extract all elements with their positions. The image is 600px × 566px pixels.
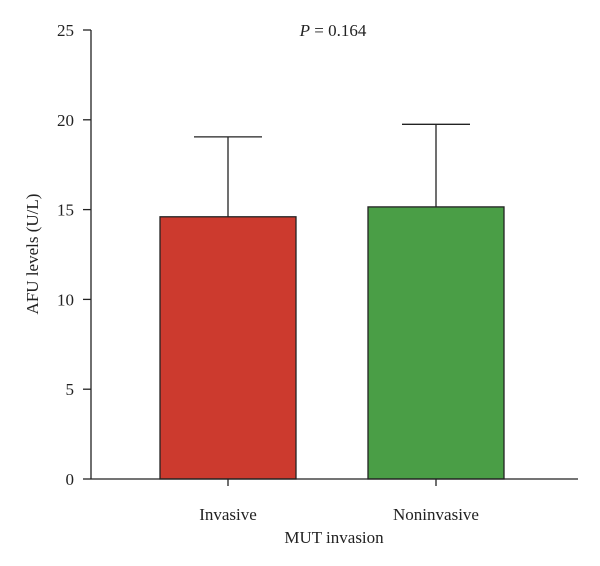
- x-axis-title: MUT invasion: [284, 528, 384, 547]
- y-ticks-group: 0 5 10 15 20 25: [57, 21, 91, 489]
- error-bars-group: [194, 123, 470, 217]
- x-tick-label-noninvasive: Noninvasive: [393, 505, 479, 524]
- y-tick-label-0: 0: [66, 470, 75, 489]
- bar-noninvasive: [367, 206, 505, 480]
- bar-invasive: [159, 216, 297, 480]
- y-tick-label-10: 10: [57, 290, 74, 309]
- y-tick-label-25: 25: [57, 21, 74, 40]
- y-tick-label-5: 5: [66, 380, 75, 399]
- x-tick-label-invasive: Invasive: [199, 505, 257, 524]
- x-labels-group: Invasive Noninvasive: [199, 479, 479, 524]
- y-axis-title: AFU levels (U/L): [23, 194, 42, 315]
- p-value-text: = 0.164: [310, 21, 367, 40]
- p-value-symbol: P: [299, 21, 310, 40]
- y-tick-label-20: 20: [57, 111, 74, 130]
- p-value-annotation: P = 0.164: [299, 21, 367, 40]
- y-tick-label-15: 15: [57, 201, 74, 220]
- bars-group: [159, 206, 505, 480]
